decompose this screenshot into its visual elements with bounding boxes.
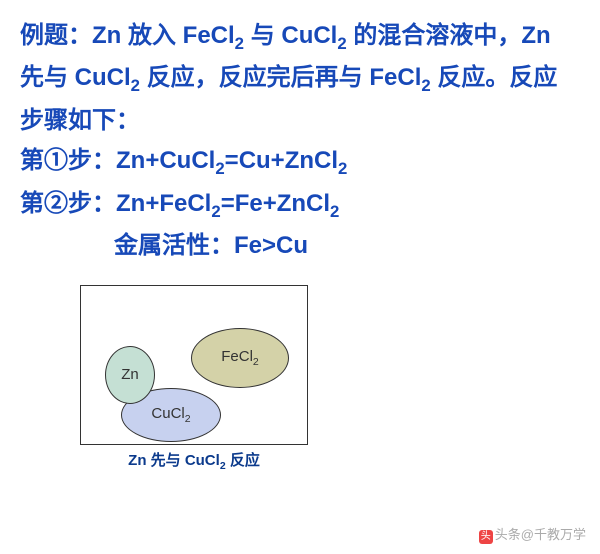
watermark-text: 头条@千教万学 [495, 527, 586, 542]
step1-equation: Zn+CuCl2=Cu+ZnCl2 [116, 147, 347, 174]
fecl2-formula: FeCl2 [183, 22, 244, 49]
fecl2-formula-2: FeCl2 [369, 64, 430, 91]
cucl2-formula: CuCl2 [281, 22, 346, 49]
cucl2-formula-2: CuCl2 [75, 64, 140, 91]
diagram-container: FeCl2 CuCl2 Zn Zn 先与 CuCl2 反应 [0, 285, 308, 472]
fecl2-ellipse: FeCl2 [191, 328, 289, 388]
activity-line: 金属活性：Fe>Cu [20, 226, 580, 267]
step1-label: 第①步： [20, 147, 116, 174]
step2-equation: Zn+FeCl2=Fe+ZnCl2 [116, 190, 339, 217]
step2-label: 第②步： [20, 190, 116, 217]
watermark: 头头条@千教万学 [479, 524, 586, 544]
diagram-caption: Zn 先与 CuCl2 反应 [128, 449, 260, 472]
solution-box: FeCl2 CuCl2 Zn [80, 285, 308, 445]
problem-text: 例题：Zn 放入 FeCl2 与 CuCl2 的混合溶液中，Zn 先与 CuCl… [0, 0, 600, 267]
intro: 例题：Zn 放入 [20, 22, 183, 49]
zn-ellipse: Zn [105, 346, 155, 404]
watermark-logo-icon: 头 [479, 530, 493, 544]
